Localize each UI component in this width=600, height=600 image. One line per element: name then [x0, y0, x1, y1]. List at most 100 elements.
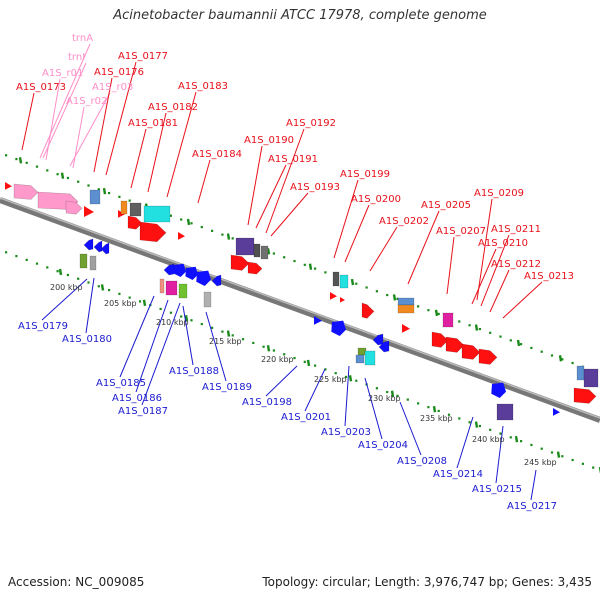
leader-line — [247, 145, 263, 226]
gene-label-a1s_0190[interactable]: A1S_0190 — [244, 135, 294, 146]
gene-label-a1s_0191[interactable]: A1S_0191 — [268, 154, 318, 165]
leader-line — [304, 368, 326, 412]
gene-label-a1s_0201[interactable]: A1S_0201 — [281, 412, 331, 423]
gene-label-a1s_0184[interactable]: A1S_0184 — [192, 149, 242, 160]
gene-arrow — [402, 324, 410, 333]
gene-label-a1s_0208[interactable]: A1S_0208 — [397, 456, 447, 467]
gene-box — [331, 320, 346, 336]
leader-line — [495, 425, 504, 484]
scale-label: 245 kbp — [524, 458, 557, 467]
gene-label-a1s_0189[interactable]: A1S_0189 — [202, 382, 252, 393]
gene-label-a1s_0188[interactable]: A1S_0188 — [169, 366, 219, 377]
gene-label-trna[interactable]: trnA — [72, 33, 93, 44]
scale-label: 240 kbp — [472, 435, 505, 444]
scale-label: 215 kbp — [209, 337, 242, 346]
rrna-arrow — [13, 183, 39, 200]
gene-label-a1s_0204[interactable]: A1S_0204 — [358, 440, 408, 451]
leader-line — [166, 91, 197, 198]
gene-label-a1s_0212[interactable]: A1S_0212 — [491, 259, 541, 270]
gene-label-a1s_r01[interactable]: A1S_r01 — [42, 68, 83, 79]
gene-box — [332, 271, 340, 287]
gene-arrow — [340, 297, 345, 303]
gene-label-a1s_0182[interactable]: A1S_0182 — [148, 102, 198, 113]
gene-label-a1s_0177[interactable]: A1S_0177 — [118, 51, 168, 62]
gene-label-a1s_0205[interactable]: A1S_0205 — [421, 200, 471, 211]
gene-label-a1s_0181[interactable]: A1S_0181 — [128, 118, 178, 129]
gene-label-a1s_0187[interactable]: A1S_0187 — [118, 406, 168, 417]
leader-line — [471, 248, 497, 305]
gene-box — [576, 365, 585, 381]
gene-box — [203, 291, 212, 308]
gene-box — [79, 253, 88, 269]
gene-arrow — [445, 336, 465, 353]
gene-label-a1s_r02[interactable]: A1S_r02 — [66, 96, 107, 107]
gene-label-a1s_0179[interactable]: A1S_0179 — [18, 321, 68, 332]
gene-label-a1s_0199[interactable]: A1S_0199 — [340, 169, 390, 180]
gene-label-a1s_0214[interactable]: A1S_0214 — [433, 469, 483, 480]
gene-label-a1s_0183[interactable]: A1S_0183 — [178, 81, 228, 92]
gene-box — [173, 263, 186, 277]
leader-line — [42, 62, 87, 159]
gene-arrow — [361, 302, 375, 319]
gene-label-a1s_0207[interactable]: A1S_0207 — [436, 226, 486, 237]
leader-line — [530, 469, 537, 501]
gene-label-a1s_0210[interactable]: A1S_0210 — [478, 238, 528, 249]
gene-arrow — [573, 387, 597, 404]
gene-box — [165, 280, 178, 296]
gene-label-a1s_0186[interactable]: A1S_0186 — [112, 393, 162, 404]
gene-box — [260, 245, 269, 260]
gene-label-a1s_0193[interactable]: A1S_0193 — [290, 182, 340, 193]
scale-label: 210 kbp — [156, 318, 189, 327]
gene-arrow — [211, 274, 222, 287]
scale-label: 235 kbp — [420, 414, 453, 423]
leader-line — [333, 179, 359, 259]
gene-label-a1s_0217[interactable]: A1S_0217 — [507, 501, 557, 512]
accession-text: Accession: NC_009085 — [8, 575, 145, 589]
lower-dot-track — [5, 251, 595, 469]
gene-arrow — [163, 263, 175, 276]
gene-label-a1s_0176[interactable]: A1S_0176 — [94, 67, 144, 78]
gene-arrow — [330, 292, 337, 300]
scale-label: 230 kbp — [368, 394, 401, 403]
leader-line — [255, 164, 287, 229]
gene-box — [339, 274, 349, 289]
gene-label-a1s_0185[interactable]: A1S_0185 — [96, 378, 146, 389]
gene-arrow — [178, 232, 185, 240]
gene-label-a1s_r03[interactable]: A1S_r03 — [92, 82, 133, 93]
leader-line — [364, 377, 383, 440]
leader-line — [502, 281, 543, 319]
gene-arrow — [478, 348, 498, 365]
gene-box — [364, 350, 376, 366]
scale-label: 205 kbp — [104, 299, 137, 308]
gene-label-a1s_0209[interactable]: A1S_0209 — [474, 188, 524, 199]
gene-arrow — [127, 215, 143, 230]
gene-label-a1s_0198[interactable]: A1S_0198 — [242, 397, 292, 408]
leader-line — [265, 365, 298, 397]
gene-box — [196, 270, 211, 286]
gene-label-a1s_0215[interactable]: A1S_0215 — [472, 484, 522, 495]
gene-arrow — [378, 340, 390, 353]
gene-features — [5, 182, 599, 421]
gene-label-trni[interactable]: trnI — [68, 52, 85, 63]
gene-arrow — [372, 333, 384, 346]
leader-line — [344, 204, 370, 263]
leader-line — [369, 226, 398, 272]
gene-label-a1s_0213[interactable]: A1S_0213 — [524, 271, 574, 282]
gene-label-a1s_0173[interactable]: A1S_0173 — [16, 82, 66, 93]
gene-label-a1s_0211[interactable]: A1S_0211 — [491, 224, 541, 235]
leader-line — [147, 112, 167, 193]
gene-label-a1s_0180[interactable]: A1S_0180 — [62, 334, 112, 345]
gene-arrow — [93, 240, 103, 253]
gene-label-a1s_0202[interactable]: A1S_0202 — [379, 216, 429, 227]
leader-line — [480, 234, 510, 307]
gene-arrow — [431, 331, 449, 348]
gene-label-a1s_0192[interactable]: A1S_0192 — [286, 118, 336, 129]
gene-box — [89, 189, 101, 205]
gene-box — [442, 312, 454, 328]
leader-line — [41, 278, 88, 321]
rrna-arrow — [65, 200, 83, 215]
gene-label-a1s_0203[interactable]: A1S_0203 — [321, 427, 371, 438]
gene-arrow — [83, 238, 94, 251]
gene-label-a1s_0200[interactable]: A1S_0200 — [351, 194, 401, 205]
